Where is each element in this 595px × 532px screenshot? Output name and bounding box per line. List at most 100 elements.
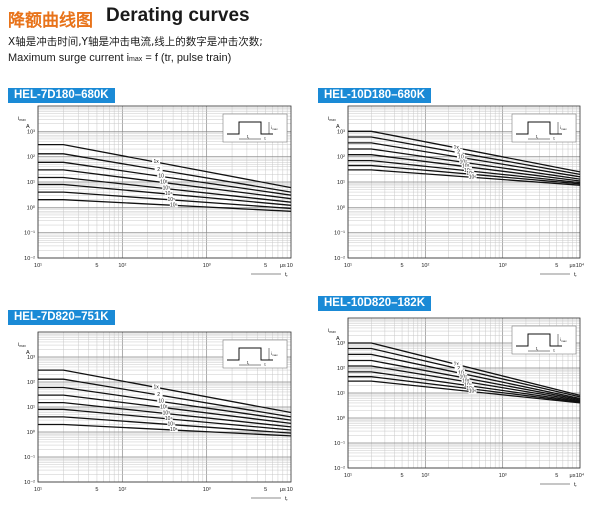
series-line: [348, 359, 581, 401]
series-label: 10: [158, 173, 164, 179]
inset-box: [511, 113, 577, 143]
series-line: [38, 408, 292, 431]
series-line: [38, 401, 292, 428]
derating-chart: 10³10²10¹10⁰10⁻¹10⁻²10¹510²10³5μs10⁴imax…: [18, 331, 293, 502]
tr-label-sub: r: [537, 348, 538, 352]
x-tick-label: 5: [401, 473, 404, 479]
series-label: 1x: [153, 159, 159, 165]
y-tick-label: 10⁻²: [24, 256, 35, 262]
page-title-en: Derating curves: [106, 5, 250, 26]
pulse-waveform: [516, 333, 562, 347]
y-tick-label: 10³: [27, 129, 35, 135]
x-axis-label-sub: r: [576, 484, 578, 488]
series-label-bg: [461, 162, 470, 169]
x-tick-label: 10¹: [344, 263, 352, 269]
series-label-bg: [468, 173, 477, 180]
chart-title: HEL-7D820–751K: [8, 310, 115, 325]
chart-panel-hel-7d820-751k: HEL-7D820–751K 10³ 10² 10¹ 10⁰ 10⁻¹ 10⁻² 10¹ 5 1…: [8, 310, 293, 505]
series-label: 10: [458, 370, 464, 376]
x-tick-label: μs: [280, 263, 286, 269]
y-tick-label: 10²: [27, 380, 35, 386]
series-label-bg: [167, 195, 176, 202]
series-label: 10³: [462, 164, 470, 170]
x-axis-label: tr: [574, 482, 578, 488]
y-axis-unit: A: [26, 124, 30, 130]
series-label-bg: [164, 190, 173, 197]
y-axis-label: imax: [18, 342, 26, 348]
series-line: [38, 191, 292, 210]
series-line: [348, 342, 581, 397]
pulse-waveform: [227, 121, 273, 135]
y-tick-label: 10¹: [337, 180, 345, 186]
series-line: [38, 169, 292, 200]
x-tick-label: 10²: [118, 263, 126, 269]
y-tick-label: 10²: [337, 155, 345, 161]
imax-label-sub: max: [272, 127, 278, 131]
y-axis-unit: A: [336, 336, 340, 342]
y-tick-label: 10¹: [27, 405, 35, 411]
y-tick-label: 10⁰: [27, 204, 36, 211]
imax-label: imax: [271, 125, 278, 131]
chart-panel-hel-10d180-680k: HEL-10D180–680K 10³ 10² 10¹ 10⁰ 10⁻¹ 10⁻² 10¹ 5…: [318, 88, 590, 278]
imax-label: imax: [560, 337, 567, 343]
x-tick-label: 10⁴: [576, 262, 585, 269]
series-label: 10⁴: [165, 191, 173, 197]
t-label: t: [553, 348, 555, 353]
series-label-bg: [162, 184, 171, 191]
x-axis-label: tr: [574, 272, 578, 278]
series-line: [348, 154, 581, 182]
series-label-bg: [157, 172, 166, 179]
t-label: t: [553, 136, 555, 141]
chart-title: HEL-7D180–680K: [8, 88, 115, 103]
series-label: 10⁶: [469, 389, 477, 395]
axis-description-cn: X轴是冲击时间,Y轴是冲击电流,线上的数字是冲击次数;: [8, 36, 263, 48]
imax-label-sub: max: [561, 339, 567, 343]
x-tick-label: μs: [570, 473, 576, 479]
y-tick-label: 10³: [27, 355, 35, 361]
y-tick-label: 10⁰: [27, 429, 36, 436]
series-label-bg: [456, 153, 465, 160]
y-tick-label: 10⁻²: [334, 256, 345, 262]
series-label-bg: [169, 201, 178, 208]
t-label: t: [264, 362, 266, 367]
y-tick-label: 10²: [337, 366, 345, 372]
chart-title: HEL-10D180–680K: [318, 88, 432, 103]
y-axis-label-sub: max: [329, 330, 336, 334]
series-line: [348, 148, 581, 180]
series-label: 2: [457, 150, 460, 156]
series-label-bg: [461, 377, 470, 384]
y-tick-label: 10¹: [337, 391, 345, 397]
imax-label: imax: [271, 351, 278, 357]
series-line: [348, 365, 581, 402]
x-tick-label: μs: [570, 263, 576, 269]
plot-frame: [37, 105, 292, 259]
series-label: 10⁶: [469, 174, 477, 180]
series-label: 10⁶: [170, 427, 178, 433]
series-label-bg: [164, 414, 173, 421]
series-line: [348, 353, 581, 400]
x-tick-label: 5: [555, 473, 558, 479]
series-line: [348, 169, 581, 186]
x-tick-label: μs: [280, 487, 286, 493]
series-label-bg: [159, 178, 168, 185]
inset-box: [511, 325, 577, 355]
series-label-bg: [459, 158, 468, 165]
series-label: 10: [158, 399, 164, 405]
pulse-waveform: [516, 121, 562, 135]
series-label: 2: [157, 392, 160, 398]
series-line: [38, 176, 292, 203]
x-axis-label-sub: r: [287, 498, 289, 502]
series-label-bg: [167, 420, 176, 427]
series-label: 2: [457, 366, 460, 372]
series-label-bg: [468, 387, 477, 394]
y-axis-label: imax: [328, 328, 336, 334]
x-tick-label: 10³: [499, 473, 507, 479]
y-tick-label: 10⁰: [337, 415, 346, 422]
series-label: 2: [157, 167, 160, 173]
series-label: 10²: [460, 159, 468, 165]
x-tick-label: 5: [95, 263, 98, 269]
series-label-bg: [466, 170, 475, 177]
